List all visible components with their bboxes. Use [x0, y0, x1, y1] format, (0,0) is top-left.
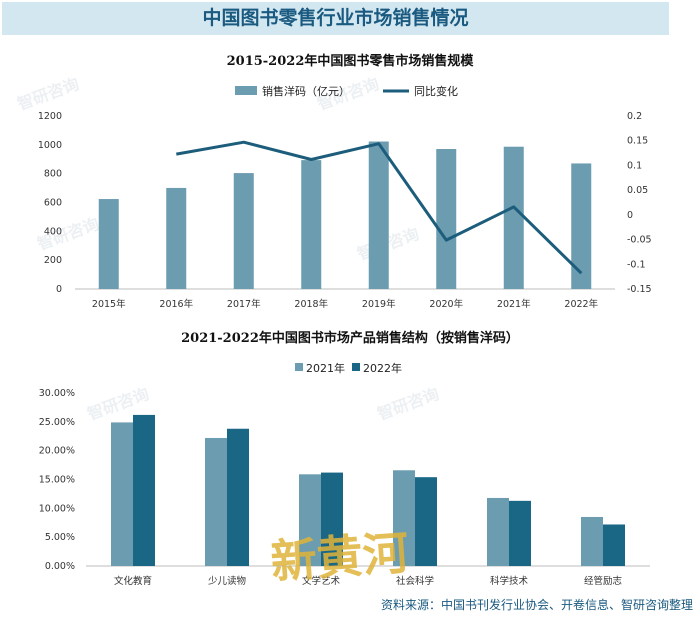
- chart2-bar: [227, 428, 249, 566]
- chart1-left-tick-label: 1000: [38, 140, 62, 151]
- chart2-bar: [205, 437, 227, 566]
- chart1-right-tick-label: 0.15: [627, 136, 648, 147]
- chart1-x-tick-label: 2018年: [294, 298, 328, 310]
- chart2-bar: [133, 414, 155, 566]
- chart2-bar: [299, 474, 321, 566]
- chart2-y-tick-label: 10.00%: [39, 503, 75, 514]
- chart2-legend-2022-label: 2022年: [363, 361, 402, 375]
- chart2-bar: [581, 516, 603, 566]
- chart1-left-tick-label: 0: [56, 284, 62, 295]
- chart1-bar: [436, 149, 457, 289]
- chart1-left-tick-label: 1200: [38, 111, 62, 122]
- watermark: 智研咨询: [15, 74, 82, 114]
- chart1-right-tick-label: -0.15: [627, 284, 652, 295]
- chart1-x-tick-label: 2017年: [227, 298, 261, 310]
- chart2-bar: [321, 472, 343, 566]
- chart1-legend: 销售洋码（亿元） 同比变化: [235, 84, 458, 98]
- chart2-x-tick-label: 科学技术: [490, 575, 529, 587]
- chart1-right-tick-label: 0.2: [627, 111, 642, 122]
- chart2-y-tick-label: 15.00%: [39, 475, 75, 486]
- chart1-x-tick-label: 2021年: [497, 298, 531, 310]
- chart2-legend-2021-label: 2021年: [306, 361, 345, 375]
- chart1-bar: [98, 199, 119, 289]
- chart1-right-tick-label: 0: [627, 210, 633, 221]
- chart2-y-tick-label: 5.00%: [45, 532, 75, 543]
- chart1-x-tick-label: 2022年: [564, 298, 598, 310]
- chart1-bar: [571, 163, 592, 289]
- chart1-right-tick-label: -0.1: [627, 259, 646, 270]
- chart2-x-tick-label: 文学艺术: [302, 575, 341, 587]
- chart2-bar: [111, 422, 133, 566]
- chart1-x-tick-label: 2016年: [159, 298, 193, 310]
- chart1-left-tick-label: 200: [44, 255, 62, 266]
- watermark: 智研咨询: [375, 384, 442, 424]
- chart1-right-tick-label: 0.05: [627, 185, 648, 196]
- chart2-legend-2022-swatch: [352, 363, 360, 371]
- chart1-left-tick-label: 600: [44, 198, 62, 209]
- source-note: 资料来源：中国书刊发行业协会、开卷信息、智研咨询整理: [381, 597, 693, 612]
- chart2-x-tick-label: 社会科学: [396, 575, 434, 587]
- banner-title: 中国图书零售行业市场销售情况: [2, 2, 669, 35]
- chart1-left-tick-label: 800: [44, 169, 62, 180]
- chart1-legend-bar-label: 销售洋码（亿元）: [262, 84, 350, 98]
- chart2-bar: [509, 500, 531, 566]
- chart1-x-tick-label: 2015年: [92, 298, 126, 310]
- chart1-bar: [301, 160, 322, 289]
- chart2-y-tick-label: 30.00%: [39, 388, 75, 399]
- handwritten-stamp: 新黄河: [269, 525, 410, 588]
- chart1-x-tick-label: 2020年: [429, 298, 463, 310]
- chart2-title: 2021-2022年中国图书市场产品销售结构（按销售洋码）: [181, 330, 519, 346]
- chart2-y-tick-label: 0.00%: [45, 561, 75, 572]
- chart1-bar: [166, 187, 187, 289]
- chart2-x-tick-label: 文化教育: [114, 575, 152, 587]
- chart1-bar: [368, 141, 389, 289]
- chart1-legend-bar-swatch: [235, 86, 257, 95]
- chart2-y-tick-label: 25.00%: [39, 417, 75, 428]
- chart2-bar: [415, 477, 437, 566]
- chart1-title: 2015-2022年中国图书零售市场销售规模: [227, 53, 475, 69]
- chart2-y-tick-label: 20.00%: [39, 446, 75, 457]
- chart2-legend-2021-swatch: [295, 363, 303, 371]
- chart1-bar: [503, 146, 524, 289]
- chart2-bar: [603, 524, 625, 566]
- chart2-x-tick-label: 经管励志: [584, 575, 622, 587]
- chart2-bar: [487, 497, 509, 566]
- chart2-x-tick-label: 少儿读物: [208, 575, 247, 587]
- chart1-left-tick-label: 400: [44, 226, 62, 237]
- chart2-legend: 2021年 2022年: [295, 361, 402, 375]
- chart1-legend-line-label: 同比变化: [414, 84, 458, 98]
- chart1-bar: [233, 173, 254, 289]
- chart1-yoy-line: [176, 140, 583, 275]
- chart2-bar: [393, 470, 415, 566]
- chart1-right-tick-label: -0.05: [627, 235, 652, 246]
- chart1-right-tick-label: 0.1: [627, 160, 642, 171]
- chart1-x-tick-label: 2019年: [362, 298, 396, 310]
